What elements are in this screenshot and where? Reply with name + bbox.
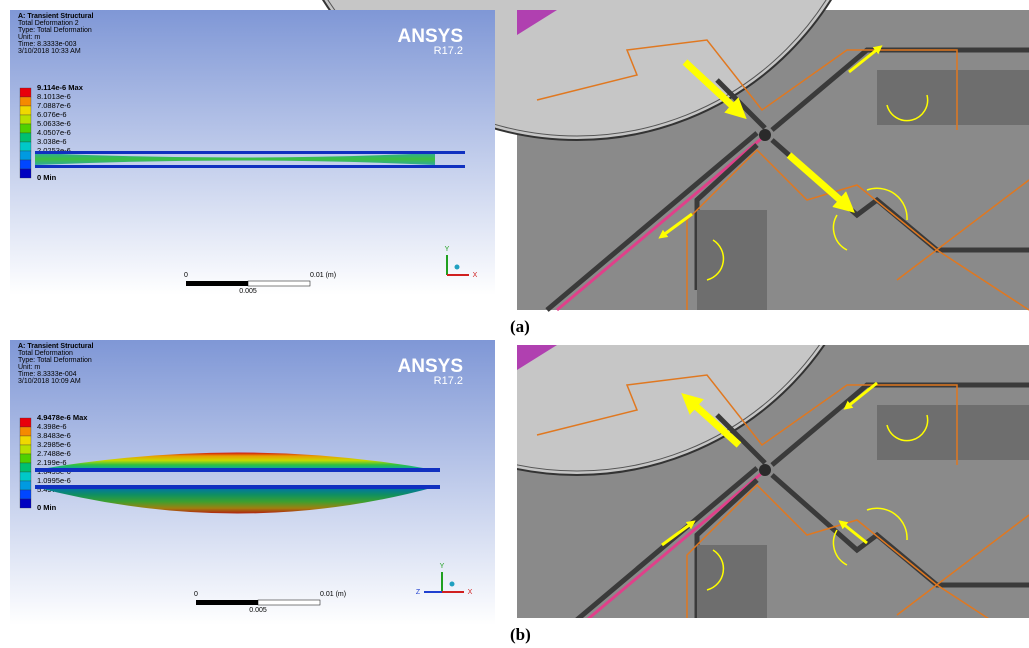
header-line: Total Deformation bbox=[18, 350, 73, 357]
page: (a) (b) A: Transient StructuralTotal Def… bbox=[0, 0, 1029, 648]
scale-label: 0.01 (m) bbox=[310, 272, 336, 279]
scale-bar bbox=[186, 281, 248, 286]
scale-label: 0.01 (m) bbox=[320, 591, 346, 598]
legend-label: 5.0633e-6 bbox=[37, 119, 71, 128]
legend-label: 4.9478e-6 Max bbox=[37, 413, 88, 422]
legend-label: 2.7488e-6 bbox=[37, 449, 71, 458]
header-line: 3/10/2018 10:09 AM bbox=[18, 378, 81, 385]
legend-swatch bbox=[20, 472, 31, 481]
legend-swatch bbox=[20, 124, 31, 133]
legend-label: 0 Min bbox=[37, 173, 57, 182]
scale-label: 0 bbox=[184, 272, 188, 279]
plate bbox=[35, 165, 465, 168]
axis-label: Y bbox=[445, 246, 450, 253]
scale-bar bbox=[248, 281, 310, 286]
header-line: Time: 8.3333e-003 bbox=[18, 41, 77, 48]
legend-label: 3.8483e-6 bbox=[37, 431, 71, 440]
caption: (b) bbox=[510, 625, 531, 644]
logo: ANSYS bbox=[398, 356, 463, 377]
legend-label: 4.398e-6 bbox=[37, 422, 67, 431]
legend-swatch bbox=[20, 151, 31, 160]
axis-label: Z bbox=[416, 589, 421, 596]
legend-swatch bbox=[20, 436, 31, 445]
header-line: 3/10/2018 10:33 AM bbox=[18, 48, 81, 55]
legend-swatch bbox=[20, 499, 31, 508]
header-line: Unit: m bbox=[18, 364, 40, 371]
header-line: Time: 8.3333e-004 bbox=[18, 371, 77, 378]
legend-swatch bbox=[20, 133, 31, 142]
axis-label: X bbox=[468, 589, 473, 596]
header-line: Type: Total Deformation bbox=[18, 357, 92, 364]
header-line: Unit: m bbox=[18, 34, 40, 41]
legend-swatch bbox=[20, 106, 31, 115]
legend-swatch bbox=[20, 169, 31, 178]
legend-label: 8.1013e-6 bbox=[37, 92, 71, 101]
logo: ANSYS bbox=[398, 26, 463, 47]
legend-label: 2.199e-6 bbox=[37, 458, 67, 467]
header-line: Type: Total Deformation bbox=[18, 27, 92, 34]
legend-label: 0 Min bbox=[37, 503, 57, 512]
legend-label: 7.0887e-6 bbox=[37, 101, 71, 110]
legend-swatch bbox=[20, 115, 31, 124]
legend-swatch bbox=[20, 418, 31, 427]
legend-label: 4.0507e-6 bbox=[37, 128, 71, 137]
scale-label: 0.005 bbox=[249, 607, 267, 614]
legend-swatch bbox=[20, 445, 31, 454]
plate bbox=[35, 485, 440, 489]
legend-swatch bbox=[20, 463, 31, 472]
legend-swatch bbox=[20, 481, 31, 490]
panel-background bbox=[10, 340, 495, 625]
legend-label: 9.114e-6 Max bbox=[37, 83, 84, 92]
header-line: A: Transient Structural bbox=[18, 13, 94, 20]
legend-swatch bbox=[20, 427, 31, 436]
figure: (a) (b) A: Transient StructuralTotal Def… bbox=[0, 0, 1029, 648]
header-line: Total Deformation 2 bbox=[18, 20, 79, 27]
legend-label: 1.0995e-6 bbox=[37, 476, 71, 485]
scale-bar bbox=[258, 600, 320, 605]
legend-swatch bbox=[20, 97, 31, 106]
version: R17.2 bbox=[434, 375, 463, 387]
axis-label: Y bbox=[440, 563, 445, 570]
legend-swatch bbox=[20, 142, 31, 151]
legend-swatch bbox=[20, 490, 31, 499]
axis-label: X bbox=[473, 272, 478, 279]
scale-label: 0 bbox=[194, 591, 198, 598]
legend-label: 6.076e-6 bbox=[37, 110, 67, 119]
header-line: A: Transient Structural bbox=[18, 343, 94, 350]
version: R17.2 bbox=[434, 45, 463, 57]
axis-origin bbox=[450, 582, 455, 587]
scale-bar bbox=[196, 600, 258, 605]
legend-swatch bbox=[20, 160, 31, 169]
legend-swatch bbox=[20, 454, 31, 463]
scale-label: 0.005 bbox=[239, 288, 257, 295]
plate bbox=[35, 468, 440, 472]
legend-label: 3.038e-6 bbox=[37, 137, 67, 146]
legend-label: 3.2985e-6 bbox=[37, 440, 71, 449]
legend-swatch bbox=[20, 88, 31, 97]
caption: (a) bbox=[510, 317, 530, 336]
axis-origin bbox=[455, 265, 460, 270]
plate bbox=[35, 151, 465, 154]
